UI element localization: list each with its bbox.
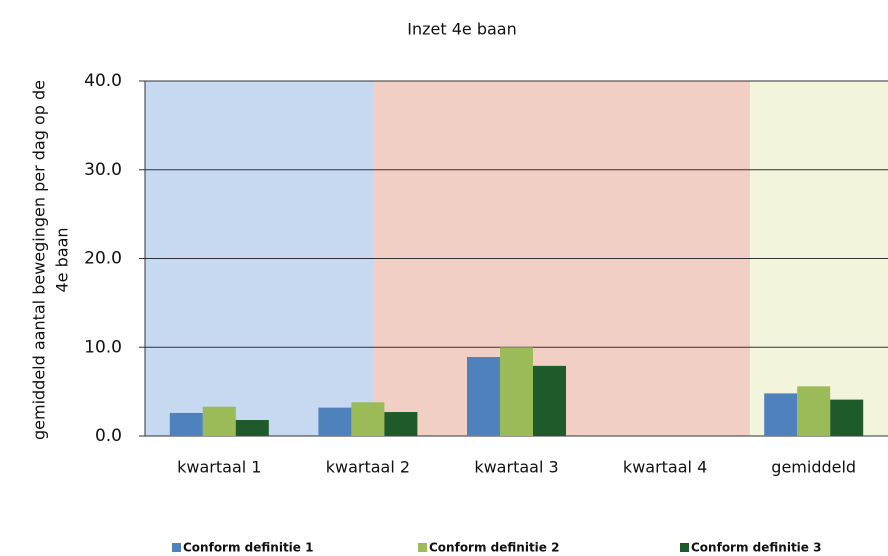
- x-tick-label: gemiddeld: [771, 458, 856, 477]
- bar: [202, 406, 236, 436]
- bar: [764, 393, 798, 436]
- x-tick-label: kwartaal 4: [623, 458, 707, 477]
- x-tick-label: kwartaal 2: [326, 458, 410, 477]
- bar: [467, 357, 500, 436]
- bar: [797, 386, 831, 436]
- x-tick-label: kwartaal 3: [474, 458, 558, 477]
- legend-label: Conform definitie 2: [429, 541, 559, 555]
- legend-label: Conform definitie 1: [183, 541, 313, 555]
- bar: [235, 420, 269, 436]
- legend-swatch: [418, 543, 427, 552]
- y-tick-label: 20.0: [84, 249, 122, 269]
- bar: [318, 407, 352, 436]
- y-tick-label: 0.0: [95, 426, 122, 446]
- bar: [533, 365, 566, 436]
- y-tick-label: 30.0: [84, 160, 122, 180]
- bar: [500, 347, 533, 436]
- x-tick-label: kwartaal 1: [177, 458, 261, 477]
- y-tick-label: 40.0: [84, 71, 122, 91]
- bar: [384, 412, 418, 436]
- legend-swatch: [680, 543, 689, 552]
- legend-swatch: [172, 543, 181, 552]
- bar: [169, 412, 203, 436]
- legend-label: Conform definitie 3: [691, 541, 821, 555]
- chart-title: Inzet 4e baan: [407, 20, 516, 39]
- bar: [830, 399, 864, 436]
- y-tick-label: 10.0: [84, 337, 122, 357]
- y-axis-title: gemiddeld aantal bewegingen per dag op d…: [30, 80, 49, 440]
- y-axis-title: 4e baan: [53, 227, 72, 292]
- bar: [351, 402, 385, 436]
